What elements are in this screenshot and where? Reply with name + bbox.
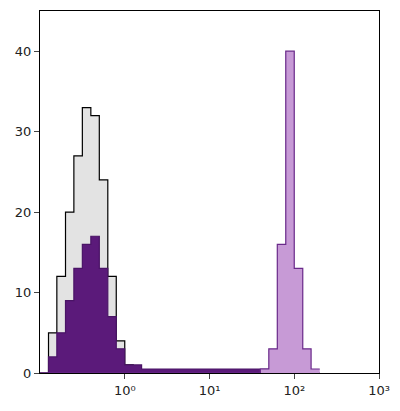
svg-text:10⁰: 10⁰: [114, 383, 136, 398]
svg-text:10¹: 10¹: [199, 383, 221, 398]
svg-text:10²: 10²: [283, 383, 305, 398]
svg-text:20: 20: [15, 205, 32, 220]
svg-text:10: 10: [15, 285, 32, 300]
svg-text:0: 0: [23, 366, 31, 381]
svg-text:30: 30: [15, 124, 32, 139]
svg-text:10³: 10³: [368, 383, 390, 398]
svg-text:40: 40: [15, 44, 32, 59]
